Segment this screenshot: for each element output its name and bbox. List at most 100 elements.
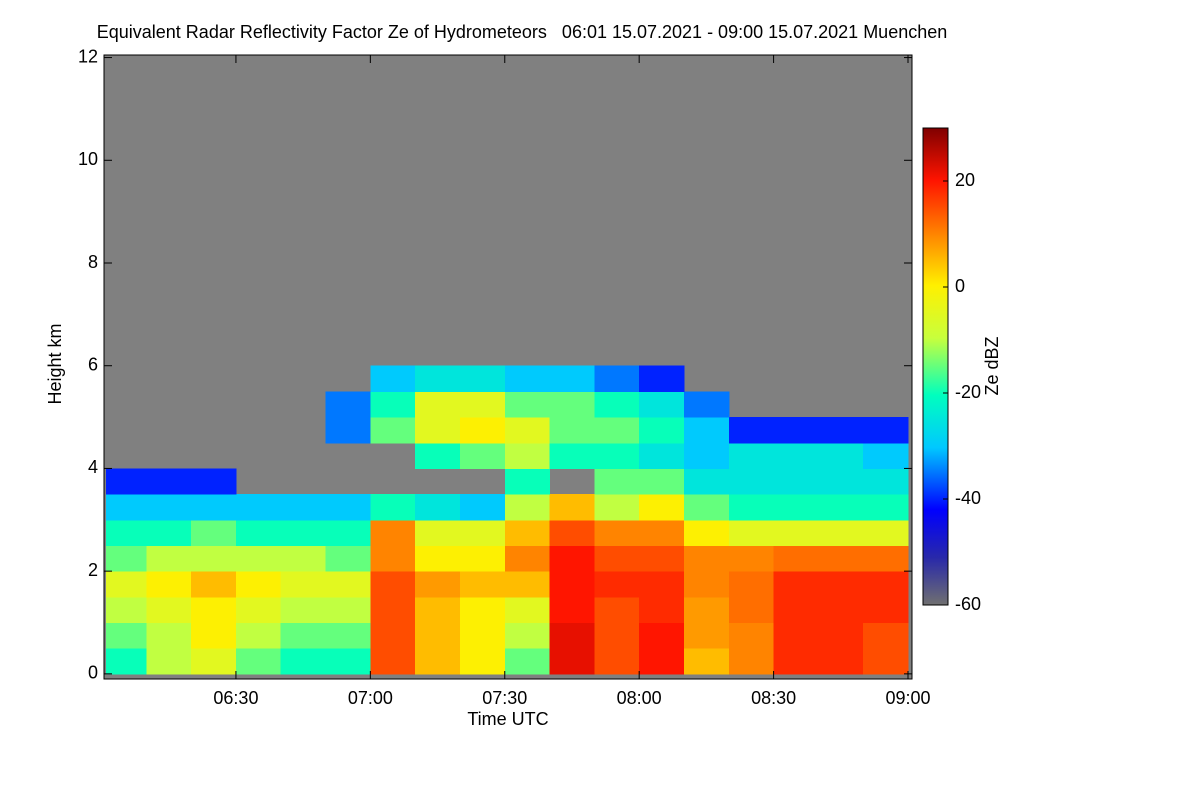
heatmap-cell xyxy=(549,622,595,649)
heatmap-cell xyxy=(370,596,416,624)
heatmap-cell xyxy=(146,494,192,521)
heatmap-cell xyxy=(683,468,730,495)
heatmap-cell xyxy=(325,494,371,521)
heatmap-cell xyxy=(683,545,730,572)
heatmap-cell xyxy=(773,468,819,495)
heatmap-cell xyxy=(728,648,775,675)
heatmap-cell xyxy=(683,494,730,521)
heatmap-cell xyxy=(504,545,551,572)
heatmap-cell xyxy=(639,622,685,649)
x-tick-label: 09:00 xyxy=(885,688,930,708)
heatmap-cell xyxy=(863,442,909,469)
heatmap-cell xyxy=(146,622,192,649)
heatmap-cell xyxy=(863,468,909,495)
colorbar-tick-label: 20 xyxy=(955,170,975,190)
heatmap-cell xyxy=(191,622,237,649)
heatmap-cell xyxy=(370,545,416,572)
y-tick-label: 6 xyxy=(88,354,98,374)
heatmap-cell xyxy=(370,648,416,675)
heatmap-cell xyxy=(639,596,685,624)
heatmap-cell xyxy=(280,622,327,649)
heatmap-cell xyxy=(863,571,909,598)
heatmap-cell xyxy=(504,571,551,598)
heatmap-cell xyxy=(325,596,371,624)
heatmap-cell xyxy=(773,494,819,521)
heatmap-cell xyxy=(459,571,506,598)
heatmap-cell xyxy=(683,596,730,624)
heatmap-cell xyxy=(106,571,147,598)
colorbar-label: Ze dBZ xyxy=(982,336,1002,395)
heatmap-cell xyxy=(728,622,775,649)
heatmap-cell xyxy=(191,468,237,495)
heatmap-cell xyxy=(639,391,685,418)
heatmap-cell xyxy=(459,622,506,649)
heatmap-cell xyxy=(106,494,147,521)
heatmap-cell xyxy=(504,442,551,469)
heatmap-cell xyxy=(818,596,864,624)
heatmap-cell xyxy=(235,494,282,521)
heatmap-cell xyxy=(728,571,775,598)
heatmap-cell xyxy=(639,468,685,495)
heatmap-cell xyxy=(280,519,327,546)
heatmap-cell xyxy=(594,417,640,444)
plot-frame xyxy=(103,54,913,680)
heatmap-cell xyxy=(106,519,147,546)
heatmap-cell xyxy=(818,622,864,649)
y-tick-label: 4 xyxy=(88,457,98,477)
heatmap-cell xyxy=(415,494,461,521)
heatmap-cell xyxy=(459,494,506,521)
heatmap-cell xyxy=(415,622,461,649)
heatmap xyxy=(106,365,909,675)
chart-title: Equivalent Radar Reflectivity Factor Ze … xyxy=(97,22,948,42)
heatmap-cell xyxy=(280,596,327,624)
heatmap-cell xyxy=(504,622,551,649)
heatmap-cell xyxy=(504,519,551,546)
y-tick-label: 12 xyxy=(78,46,98,66)
heatmap-cell xyxy=(325,622,371,649)
heatmap-cell xyxy=(639,519,685,546)
heatmap-cell xyxy=(728,545,775,572)
heatmap-cell xyxy=(594,596,640,624)
colorbar-tick-label: -60 xyxy=(955,594,981,614)
heatmap-cell xyxy=(325,519,371,546)
heatmap-cell xyxy=(191,545,237,572)
heatmap-cell xyxy=(415,596,461,624)
heatmap-cell xyxy=(370,494,416,521)
heatmap-cell xyxy=(683,648,730,675)
heatmap-cell xyxy=(549,365,595,392)
heatmap-cell xyxy=(549,391,595,418)
heatmap-cell xyxy=(459,417,506,444)
heatmap-cell xyxy=(818,648,864,675)
heatmap-cell xyxy=(415,391,461,418)
heatmap-cell xyxy=(863,622,909,649)
heatmap-cell xyxy=(773,596,819,624)
heatmap-cell xyxy=(504,391,551,418)
heatmap-cell xyxy=(818,545,864,572)
heatmap-cell xyxy=(683,519,730,546)
heatmap-cell xyxy=(325,391,371,418)
heatmap-cell xyxy=(549,648,595,675)
heatmap-cell xyxy=(370,391,416,418)
heatmap-cell xyxy=(594,468,640,495)
heatmap-cell xyxy=(106,596,147,624)
heatmap-cell xyxy=(594,648,640,675)
heatmap-cell xyxy=(504,494,551,521)
heatmap-cell xyxy=(280,545,327,572)
heatmap-cell xyxy=(459,519,506,546)
heatmap-cell xyxy=(863,417,909,444)
heatmap-cell xyxy=(773,442,819,469)
heatmap-cell xyxy=(818,494,864,521)
heatmap-cell xyxy=(594,545,640,572)
heatmap-cell xyxy=(191,596,237,624)
heatmap-cell xyxy=(594,442,640,469)
heatmap-cell xyxy=(235,648,282,675)
heatmap-cell xyxy=(863,519,909,546)
heatmap-cell xyxy=(863,648,909,675)
heatmap-cell xyxy=(863,494,909,521)
heatmap-cell xyxy=(415,365,461,392)
heatmap-cell xyxy=(459,596,506,624)
heatmap-cell xyxy=(146,519,192,546)
heatmap-cell xyxy=(594,494,640,521)
x-tick-label: 07:00 xyxy=(348,688,393,708)
